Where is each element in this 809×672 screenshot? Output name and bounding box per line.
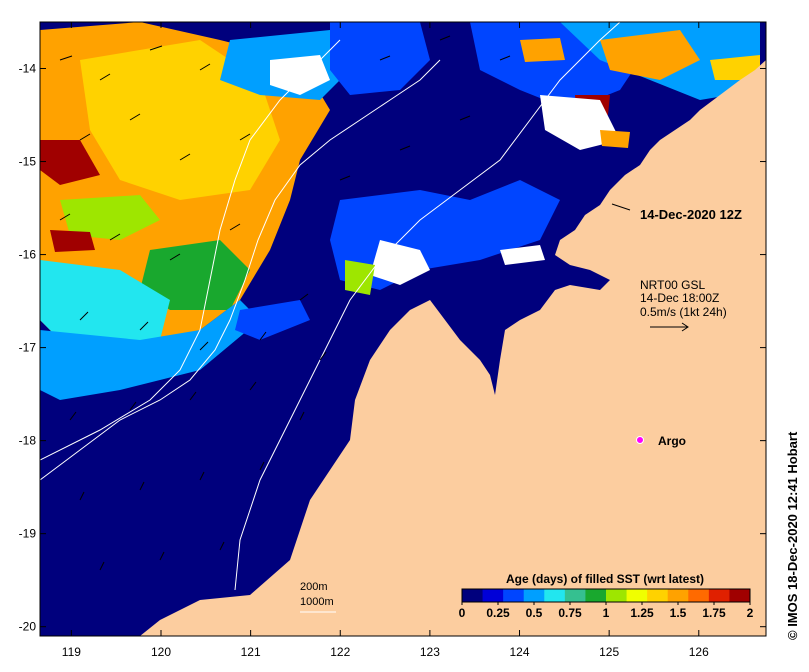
colorbar-swatch <box>482 589 504 602</box>
lat-tick-label: -17 <box>19 341 37 355</box>
sst-age-patches <box>40 22 760 400</box>
colorbar-swatch <box>667 589 689 602</box>
colorbar-tick-label: 0.25 <box>486 606 510 620</box>
colorbar-swatch <box>585 589 607 602</box>
colorbar-swatch <box>503 589 525 602</box>
current-time-label: 14-Dec 18:00Z <box>640 291 719 305</box>
current-vectors <box>59 35 511 571</box>
lat-tick-label: -14 <box>19 62 37 76</box>
colorbar-swatch <box>523 589 545 602</box>
sst-time-label: 14-Dec-2020 12Z <box>640 207 742 222</box>
contour-200m <box>40 59 441 481</box>
colorbar-tick-label: 1.25 <box>630 606 654 620</box>
colorbar-swatch <box>647 589 669 602</box>
lon-tick-label: 121 <box>241 645 261 659</box>
current-scale-label: 0.5m/s (1kt 24h) <box>640 305 727 319</box>
colorbar-swatch <box>544 589 566 602</box>
map-plot-area: 14-Dec-2020 12Z NRT00 GSL 14-Dec 18:00Z … <box>40 22 766 636</box>
axis-ticks <box>40 22 766 636</box>
lon-tick-label: 122 <box>330 645 350 659</box>
current-product-label: NRT00 GSL <box>640 278 705 292</box>
colorbar-title: Age (days) of filled SST (wrt latest) <box>506 572 704 586</box>
colorbar-swatch <box>729 589 751 602</box>
colorbar-swatch <box>606 589 628 602</box>
lat-tick-label: -15 <box>19 155 37 169</box>
contour-shelf <box>234 22 621 591</box>
argo-marker <box>636 436 644 444</box>
longitude-labels: 119 120 121 122 123 124 125 126 <box>62 645 709 659</box>
credit-text: © IMOS 18-Dec-2020 12:41 Hobart <box>785 431 800 640</box>
lon-tick-label: 119 <box>62 645 81 659</box>
lat-tick-label: -20 <box>19 620 37 634</box>
colorbar-tick-label: 0.5 <box>526 606 543 620</box>
colorbar-tick-label: 0 <box>459 606 466 620</box>
lon-tick-label: 123 <box>420 645 440 659</box>
colorbar-tick-label: 1 <box>603 606 610 620</box>
plot-frame <box>39 21 767 637</box>
colorbar-tick-label: 1.5 <box>670 606 687 620</box>
current-scale-arrow <box>650 322 689 332</box>
contour-1000m <box>40 39 341 461</box>
colorbar-tick-label: 0.75 <box>558 606 582 620</box>
colorbar-tick-label: 1.75 <box>702 606 726 620</box>
colorbar-swatch <box>626 589 648 602</box>
colorbar-swatches <box>462 589 751 602</box>
colorbar-swatch <box>564 589 586 602</box>
argo-label: Argo <box>658 434 686 448</box>
colorbar-swatch <box>462 589 484 602</box>
lat-tick-label: -16 <box>19 248 37 262</box>
colorbar-tick-labels: 0 0.25 0.5 0.75 1 1.25 1.5 1.75 2 <box>459 602 754 620</box>
bathymetry-contours <box>40 22 621 591</box>
colorbar-swatch <box>708 589 730 602</box>
lat-tick-label: -19 <box>19 527 37 541</box>
depth-1000-label: 1000m <box>300 596 334 608</box>
land-mass <box>140 22 766 636</box>
lat-tick-label: -18 <box>19 434 37 448</box>
sst-time-pointer <box>611 203 631 211</box>
colorbar-tick-label: 2 <box>747 606 754 620</box>
lon-tick-label: 126 <box>689 645 709 659</box>
colorbar-swatch <box>688 589 710 602</box>
lon-tick-label: 124 <box>510 645 530 659</box>
latitude-labels: -14 -15 -16 -17 -18 -19 -20 <box>19 62 37 634</box>
lon-tick-label: 120 <box>151 645 171 659</box>
lon-tick-label: 125 <box>599 645 619 659</box>
depth-200-label: 200m <box>300 581 328 593</box>
